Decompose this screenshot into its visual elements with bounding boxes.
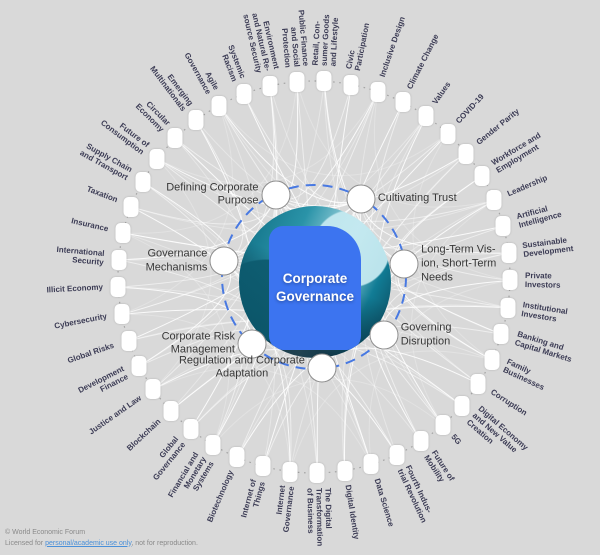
license-prefix: Licensed for (5, 539, 46, 547)
outer-topic-node[interactable] (262, 76, 278, 97)
outer-topic-node[interactable] (114, 304, 130, 325)
outer-topic-node[interactable] (370, 81, 386, 102)
center-topic-card[interactable]: Corporate Governance (269, 226, 361, 350)
inner-topic-label[interactable]: Governing Disruption (400, 321, 452, 348)
outer-topic-node[interactable] (183, 419, 199, 440)
inner-topic-node[interactable] (209, 246, 239, 276)
outer-topic-node[interactable] (474, 166, 490, 187)
outer-topic-node[interactable] (282, 461, 298, 482)
outer-topic-node[interactable] (188, 110, 204, 131)
outer-topic-node[interactable] (145, 379, 161, 400)
inner-topic-node[interactable] (346, 184, 376, 214)
inner-topic-node[interactable] (261, 180, 291, 210)
outer-topic-node[interactable] (495, 216, 511, 237)
outer-topic-node[interactable] (131, 355, 147, 376)
center-topic-label: Corporate Governance (275, 271, 355, 304)
outer-topic-node[interactable] (123, 196, 139, 217)
inner-topic-label[interactable]: Regulation and Corporate Adaptation (178, 353, 305, 380)
outer-topic-node[interactable] (440, 123, 456, 144)
outer-topic-node[interactable] (484, 349, 500, 370)
outer-topic-node[interactable] (115, 222, 131, 243)
outer-topic-node[interactable] (111, 249, 127, 270)
outer-topic-node[interactable] (454, 395, 470, 416)
outer-topic-node[interactable] (121, 330, 137, 351)
outer-topic-node[interactable] (458, 143, 474, 164)
inner-topic-node[interactable] (237, 329, 267, 359)
outer-topic-node[interactable] (418, 106, 434, 127)
outer-topic-node[interactable] (493, 324, 509, 345)
license-suffix: , not for reproduction. (131, 539, 198, 547)
license-link[interactable]: personal/academic use only (45, 539, 132, 547)
inner-topic-node[interactable] (389, 249, 419, 279)
outer-topic-node[interactable] (413, 431, 429, 452)
outer-topic-node[interactable] (316, 71, 332, 92)
copyright-text: © World Economic Forum (5, 529, 86, 536)
license-text: Licensed for personal/academic use only,… (5, 539, 198, 550)
inner-topic-label[interactable]: Governance Mechanisms (145, 247, 208, 274)
outer-topic-node[interactable] (435, 414, 451, 435)
outer-topic-node[interactable] (395, 92, 411, 113)
outer-topic-node[interactable] (236, 84, 252, 105)
footer: © World Economic Forum Licensed for pers… (5, 528, 198, 549)
inner-topic-label[interactable]: Corporate Risk Management (161, 329, 235, 356)
outer-topic-node[interactable] (389, 444, 405, 465)
center-topic-image[interactable]: Corporate Governance (239, 206, 391, 358)
inner-topic-node[interactable] (369, 320, 399, 350)
inner-topic-label[interactable]: Cultivating Trust (377, 192, 457, 205)
outer-topic-node[interactable] (255, 456, 271, 477)
outer-topic-node[interactable] (135, 171, 151, 192)
outer-topic-label[interactable]: Retail, Con- sumer Goods and Lifestyle (310, 14, 341, 67)
outer-topic-node[interactable] (229, 447, 245, 468)
outer-topic-label[interactable]: Public Finance and Social Protection (279, 9, 310, 68)
outer-topic-node[interactable] (289, 71, 305, 92)
outer-topic-label[interactable]: The Digital Transformation of Business (305, 487, 333, 547)
outer-topic-node[interactable] (500, 297, 516, 318)
outer-topic-node[interactable] (501, 243, 517, 264)
outer-topic-node[interactable] (110, 277, 126, 298)
inner-topic-node[interactable] (307, 353, 337, 383)
outer-topic-node[interactable] (470, 373, 486, 394)
outer-topic-node[interactable] (502, 270, 518, 291)
outer-topic-node[interactable] (163, 400, 179, 421)
outer-topic-node[interactable] (363, 454, 379, 475)
outer-topic-node[interactable] (337, 460, 353, 481)
outer-topic-node[interactable] (205, 435, 221, 455)
inner-topic-label[interactable]: Long-Term Vis- ion, Short-Term Needs (421, 243, 497, 284)
outer-topic-label[interactable]: Private Investors (524, 270, 561, 290)
outer-topic-node[interactable] (309, 462, 325, 483)
outer-topic-node[interactable] (343, 74, 359, 95)
outer-topic-node[interactable] (149, 149, 165, 170)
outer-topic-label[interactable]: International Security (56, 244, 105, 267)
outer-topic-node[interactable] (211, 95, 227, 116)
inner-topic-label[interactable]: Defining Corporate Purpose (166, 180, 259, 207)
outer-topic-node[interactable] (486, 190, 502, 211)
outer-topic-node[interactable] (167, 128, 183, 149)
